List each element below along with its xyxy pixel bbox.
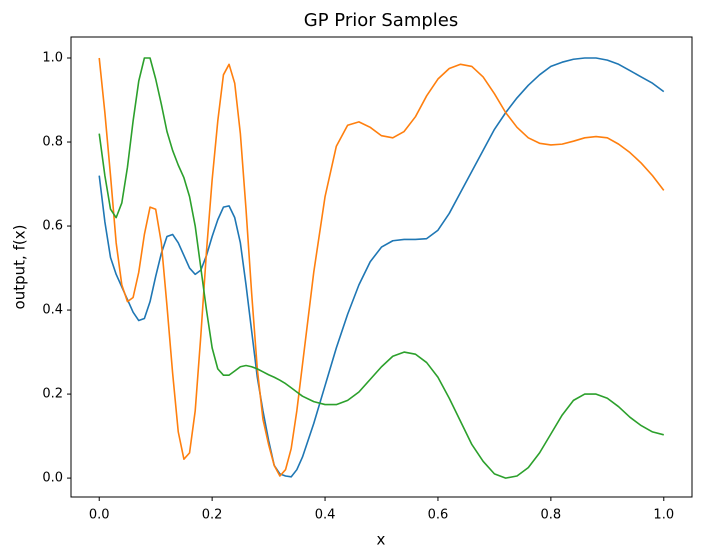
series-line <box>98 57 664 479</box>
x-tick-label: 1.0 <box>653 508 674 523</box>
plot-frame <box>70 36 693 498</box>
y-tick-label: 0.2 <box>42 387 63 402</box>
y-tick-label: 0.8 <box>42 135 63 150</box>
x-tick-label: 0.6 <box>428 508 449 523</box>
y-tick-label: 1.0 <box>42 51 63 66</box>
x-tick-label: 0.0 <box>89 508 110 523</box>
chart-title: GP Prior Samples <box>304 10 458 31</box>
y-axis-label: output, f(x) <box>11 225 29 310</box>
series-line <box>98 57 665 477</box>
y-tick-label: 0.6 <box>42 219 63 234</box>
y-tick-label: 0.4 <box>42 303 63 318</box>
x-axis-label: x <box>377 531 386 549</box>
y-tick-label: 0.0 <box>42 471 63 486</box>
x-tick-label: 0.2 <box>202 508 223 523</box>
x-tick-label: 0.4 <box>315 508 336 523</box>
x-tick-label: 0.8 <box>541 508 562 523</box>
series-line <box>98 57 665 478</box>
